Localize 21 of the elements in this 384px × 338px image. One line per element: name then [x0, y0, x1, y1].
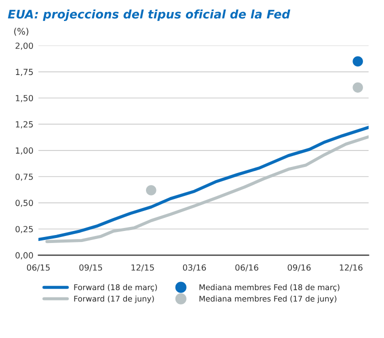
y-tick-label: 0,00	[16, 252, 33, 260]
x-tick-label: 06/16	[235, 264, 258, 272]
y-tick-label: 1,50	[16, 95, 33, 102]
point	[146, 185, 156, 196]
y-tick-label: 0,50	[16, 200, 33, 207]
x-tick-label: 12/16	[340, 264, 362, 272]
x-tick-label: 12/15	[132, 264, 154, 272]
x-tick-label: 09/16	[288, 264, 311, 272]
x-tick-label: 09/15	[79, 264, 102, 272]
y-tick-label: 2,00	[16, 42, 33, 50]
y-axis-title: (%)	[14, 28, 28, 36]
chart-title: EUA: projeccions del tipus oficial de la Fed	[8, 9, 290, 21]
y-tick-label: 1,00	[16, 147, 33, 155]
x-tick-label: 06/15	[26, 264, 50, 272]
x-tick-label: 03/16	[182, 264, 206, 272]
y-tick-label: 0,25	[16, 226, 33, 234]
y-tick-label: 1,75	[16, 68, 33, 76]
y-tick-label: 0,75	[16, 174, 33, 181]
y-tick-label: 1,25	[16, 121, 33, 128]
point	[352, 56, 363, 66]
point	[352, 82, 363, 93]
